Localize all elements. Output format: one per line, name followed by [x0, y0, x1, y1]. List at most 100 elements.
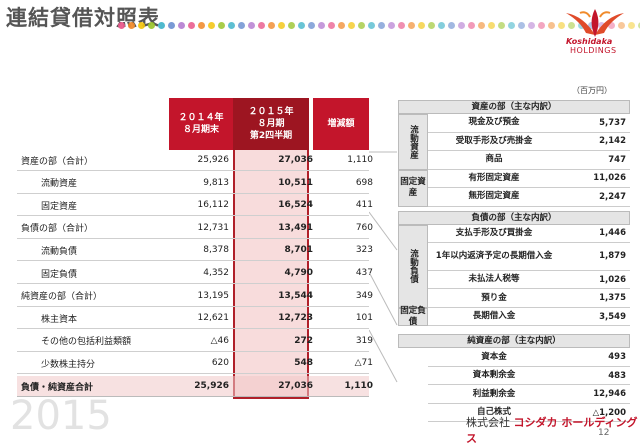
- list-item: 有形固定資産 11,026: [428, 170, 630, 188]
- value-change: 411: [355, 200, 373, 211]
- decorative-dot: [268, 22, 275, 29]
- decorative-dot: [378, 22, 385, 29]
- list-item: 受取手形及び売掛金 2,142: [428, 133, 630, 151]
- value-change: 349: [355, 290, 373, 301]
- list-item: 現金及び預金 5,737: [428, 114, 630, 133]
- item-name: 有形固定資産: [468, 172, 520, 183]
- list-item: 無形固定資産 2,247: [428, 188, 630, 207]
- decorative-dot: [138, 22, 145, 29]
- value-2014: 620: [211, 358, 229, 369]
- decorative-dot: [128, 22, 135, 29]
- item-value: 3,549: [599, 311, 626, 322]
- decorative-dot: [628, 22, 635, 29]
- value-2014: 16,112: [197, 200, 230, 211]
- item-name: 現金及び預金: [468, 117, 520, 128]
- item-name: 未払法人税等: [468, 274, 520, 284]
- decorative-dot: [198, 22, 205, 29]
- value-2015: 4,790: [284, 268, 313, 278]
- decorative-dot: [238, 22, 245, 29]
- phoenix-icon: [566, 9, 624, 37]
- value-2014: 9,813: [203, 177, 229, 188]
- decorative-dot: [168, 22, 175, 29]
- value-2014: 12,731: [197, 222, 230, 233]
- value-change: 698: [355, 177, 373, 188]
- header-2015-quarter: 第2四半期: [249, 131, 293, 141]
- value-change: 323: [355, 245, 373, 256]
- header-2015: ２０１５年 ８月期 第2四半期: [233, 98, 309, 150]
- list-item: 預り金 1,375: [428, 289, 630, 308]
- value-2015: 16,524: [278, 200, 313, 211]
- item-value: 11,026: [593, 173, 626, 184]
- section-header: 資産の部（主な内訳）: [398, 100, 630, 114]
- list-item: 長期借入金 3,549: [428, 308, 630, 327]
- company-brand: コシダカ ホールディングス: [466, 416, 638, 445]
- item-value: 1,446: [599, 228, 626, 239]
- decorative-dot: [158, 22, 165, 29]
- list-item: 未払法人税等 1,026: [428, 271, 630, 290]
- row-label: 株主資本: [41, 314, 78, 325]
- value-2015: 8,701: [284, 245, 313, 256]
- section-header: 負債の部（主な内訳）: [398, 210, 630, 225]
- decorative-dot: [398, 22, 405, 29]
- row-label: 負債・純資産合計: [21, 382, 94, 393]
- value-2015: 272: [294, 335, 313, 346]
- list-item: 資本剰余金 483: [428, 367, 630, 386]
- item-value: 5,737: [599, 117, 626, 128]
- company-logo: Koshidaka HOLDINGS: [560, 5, 630, 65]
- decorative-dot: [538, 22, 545, 29]
- value-2014: 12,621: [197, 313, 230, 324]
- list-item: 1年以内返済予定の長期借入金 1,879: [428, 243, 630, 271]
- item-value: 493: [608, 352, 626, 362]
- header-2015-period: ８月期: [257, 119, 285, 129]
- decorative-dot: [118, 22, 125, 29]
- decorative-dot: [418, 22, 425, 29]
- value-2014: 25,926: [197, 155, 230, 165]
- decorative-dot: [488, 22, 495, 29]
- value-change: 101: [355, 313, 373, 324]
- row-label: 資産の部（合計）: [21, 156, 94, 167]
- decorative-dot: [528, 22, 535, 29]
- decorative-dot: [638, 22, 640, 29]
- item-value: 483: [608, 370, 626, 381]
- decorative-dot: [188, 22, 195, 29]
- decorative-dot: [348, 22, 355, 29]
- decorative-dot: [308, 22, 315, 29]
- value-2015: 13,491: [278, 222, 313, 233]
- value-change: 1,110: [347, 155, 373, 165]
- header-2015-year: ２０１５年: [248, 107, 294, 117]
- item-value: 747: [608, 154, 626, 165]
- year-watermark: 2015: [10, 393, 112, 439]
- value-2015: 548: [294, 358, 313, 369]
- value-change: 760: [355, 222, 373, 233]
- value-change: △71: [354, 358, 373, 369]
- page-number: 12: [598, 428, 610, 438]
- list-item: 支払手形及び買掛金 1,446: [428, 225, 630, 243]
- item-name: 資本剰余金: [472, 370, 516, 380]
- table-row: 株主資本 12,621 12,723 101: [17, 308, 373, 330]
- item-value: 12,946: [593, 389, 626, 399]
- decorative-dot: [338, 22, 345, 29]
- decorative-dot: [408, 22, 415, 29]
- company-name: 株式会社 コシダカ ホールディングス: [466, 414, 640, 446]
- value-2014: △46: [210, 335, 229, 346]
- decorative-dot: [478, 22, 485, 29]
- decorative-dot: [448, 22, 455, 29]
- table-row: 資産の部（合計） 25,926 27,036 1,110: [17, 150, 373, 171]
- value-2014: 25,926: [194, 381, 229, 391]
- item-name: 受取手形及び売掛金: [455, 135, 533, 146]
- list-item: 商品 747: [428, 151, 630, 170]
- list-item: 利益剰余金 12,946: [428, 385, 630, 404]
- value-2015: 10,511: [278, 177, 313, 188]
- decorative-dot: [248, 22, 255, 29]
- decorative-dot: [428, 22, 435, 29]
- item-name: 預り金: [481, 292, 507, 303]
- decorative-dot: [598, 22, 605, 29]
- decorative-dot: [588, 22, 595, 29]
- header-change: 増減額: [313, 98, 369, 150]
- table-row: 固定資産 16,112 16,524 411: [17, 195, 373, 217]
- value-change: 319: [355, 335, 373, 346]
- decorative-dot: [228, 22, 235, 29]
- item-name: 自己株式: [476, 407, 511, 417]
- logo-subtext: HOLDINGS: [570, 46, 617, 55]
- item-name: 商品: [485, 154, 503, 165]
